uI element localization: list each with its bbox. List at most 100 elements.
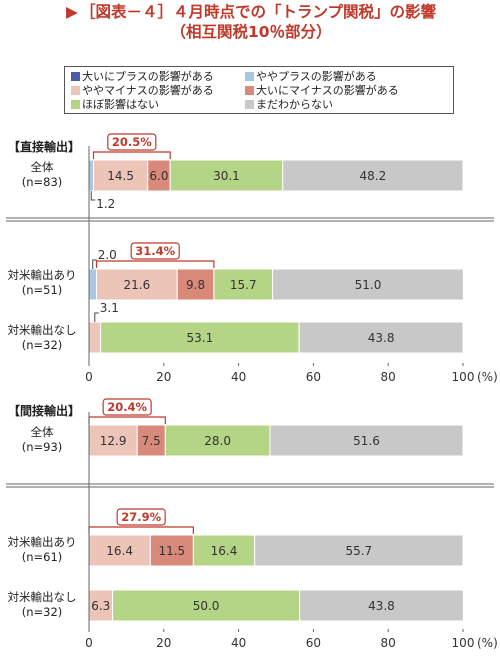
bar-segment	[88, 424, 138, 457]
legend-swatch	[71, 86, 80, 95]
data-label: 12.9	[100, 434, 127, 448]
data-label: 48.2	[360, 169, 387, 183]
legend-item: ほぼ影響はない	[71, 98, 159, 111]
data-label: 16.4	[106, 544, 133, 558]
bracket-box	[130, 242, 180, 260]
bar-segment	[88, 159, 94, 192]
bar-segment	[269, 424, 464, 457]
category-label: 全体 (n=83)	[21, 160, 63, 189]
bar-segment	[88, 268, 97, 301]
x-tick-label: 20	[156, 370, 171, 384]
bar-segment	[169, 159, 284, 192]
x-tick-label: 80	[381, 636, 396, 650]
legend-item: ややプラスの影響がある	[245, 70, 377, 83]
bar-segment	[112, 589, 301, 622]
bar-segment	[88, 534, 151, 567]
bracket-line	[88, 416, 166, 424]
data-label: 30.1	[213, 169, 240, 183]
bar-segment	[136, 424, 166, 457]
section-title-direct: 【直接輸出】	[8, 140, 81, 154]
x-tick-label: 40	[231, 636, 246, 650]
legend-item: ややマイナスの影響がある	[71, 84, 214, 97]
x-tick-label: 60	[306, 636, 321, 650]
bracket-box	[102, 398, 152, 416]
callout-leader	[92, 259, 97, 269]
bracket-label: 27.9%	[121, 510, 161, 524]
bar-segment	[88, 321, 102, 354]
legend-swatch	[245, 72, 254, 81]
legend-item: 大いにマイナスの影響がある	[245, 84, 399, 97]
title-line2: （相互関税10％部分）	[170, 23, 332, 41]
data-label: 3.1	[100, 301, 119, 315]
legend-label: 大いにプラスの影響がある	[82, 70, 214, 83]
bracket-label: 31.4%	[135, 244, 175, 258]
chart-title: ▶ ［図表－４］４月時点での「トランプ関税」の影響 （相互関税10％部分）	[6, 2, 496, 42]
bracket-line	[88, 526, 194, 534]
bar-segment	[254, 534, 464, 567]
data-label: 51.0	[355, 278, 382, 292]
data-label: 6.0	[149, 169, 168, 183]
legend-label: 大いにマイナスの影響がある	[256, 84, 399, 97]
bracket-line	[95, 260, 215, 268]
x-tick-label: 100	[452, 636, 475, 650]
x-axis-unit: (%)	[477, 370, 498, 384]
category-label: 対米輸出あり (n=61)	[7, 535, 77, 564]
x-tick-label: 60	[306, 370, 321, 384]
bar-segment	[192, 534, 256, 567]
legend-swatch	[71, 72, 80, 81]
x-tick-label: 0	[85, 636, 93, 650]
x-axis-unit: (%)	[477, 636, 498, 650]
x-tick-label: 80	[381, 370, 396, 384]
bracket-box	[116, 508, 166, 526]
legend-label: まだわからない	[256, 98, 333, 111]
category-label: 対米輸出なし (n=32)	[7, 323, 77, 352]
data-label: 7.5	[142, 434, 161, 448]
legend-swatch	[71, 100, 80, 109]
data-label: 9.8	[186, 278, 205, 292]
data-label: 28.0	[204, 434, 231, 448]
title-line1: ［図表－４］４月時点での「トランプ関税」の影響	[79, 3, 436, 21]
data-label: 43.8	[368, 599, 395, 613]
data-label: 16.4	[211, 544, 238, 558]
data-label: 55.7	[345, 544, 372, 558]
bracket-label: 20.5%	[112, 135, 152, 149]
data-label: 14.5	[107, 169, 134, 183]
x-tick-label: 20	[156, 636, 171, 650]
bar-segment	[282, 159, 464, 192]
data-label: 51.6	[353, 434, 380, 448]
triangle-right-icon: ▶	[66, 3, 78, 21]
bracket-box	[107, 133, 157, 151]
bar-segment	[164, 424, 271, 457]
legend: 大いにプラスの影響がある ややプラスの影響がある ややマイナスの影響がある 大い…	[64, 66, 454, 114]
bar-segment	[149, 534, 194, 567]
bracket-label: 20.4%	[107, 400, 147, 414]
x-tick-label: 0	[85, 370, 93, 384]
callout-leader	[94, 312, 99, 322]
x-tick-label: 100	[452, 370, 475, 384]
legend-label: ほぼ影響はない	[82, 98, 159, 111]
bar-segment	[298, 321, 464, 354]
legend-swatch	[245, 100, 254, 109]
bar-segment	[272, 268, 464, 301]
legend-swatch	[245, 86, 254, 95]
category-label: 対米輸出あり (n=51)	[7, 268, 77, 297]
category-label: 対米輸出なし (n=32)	[7, 590, 77, 619]
data-label: 2.0	[98, 248, 117, 262]
legend-item: 大いにプラスの影響がある	[71, 70, 214, 83]
data-label: 15.7	[230, 278, 257, 292]
x-tick-label: 40	[231, 370, 246, 384]
data-label: 43.8	[368, 331, 395, 345]
data-label: 53.1	[187, 331, 214, 345]
bracket-line	[92, 151, 171, 159]
section-title-indirect: 【間接輸出】	[8, 404, 81, 418]
legend-label: ややプラスの影響がある	[256, 70, 377, 83]
callout-leader	[90, 191, 96, 201]
data-label: 50.0	[193, 599, 220, 613]
category-label: 全体 (n=93)	[21, 425, 63, 454]
data-label: 1.2	[96, 197, 115, 211]
data-label: 21.6	[124, 278, 151, 292]
bar-segment	[100, 321, 300, 354]
bar-segment	[95, 268, 178, 301]
bar-segment	[299, 589, 464, 622]
